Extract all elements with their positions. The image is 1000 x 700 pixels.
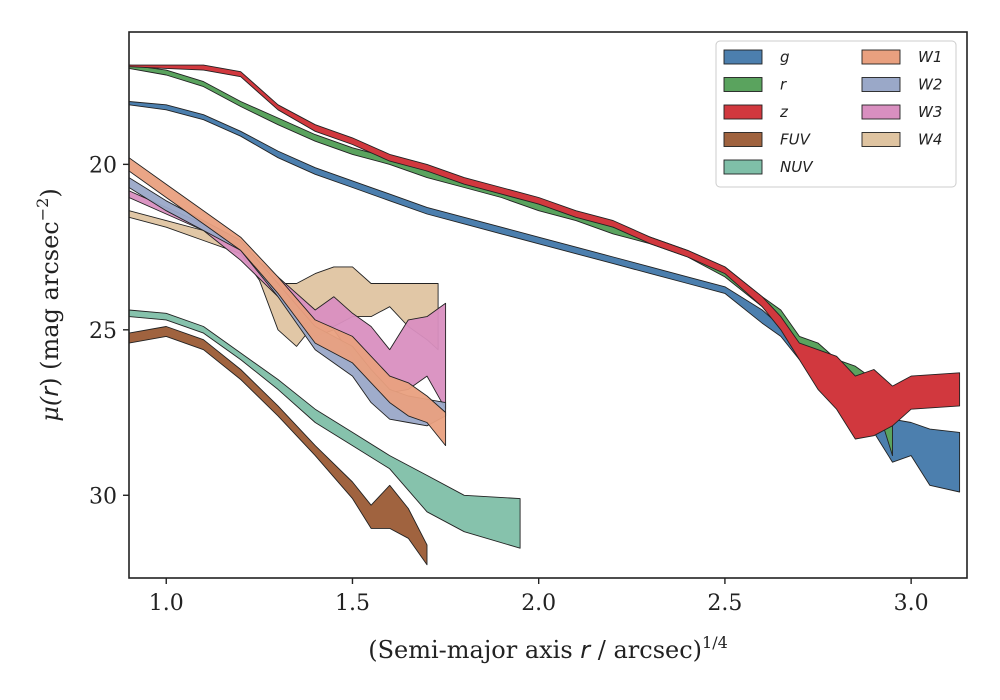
x-axis-title: (Semi-major axis r / arcsec)1/4 — [368, 633, 728, 664]
legend-item-w4: W4 — [861, 131, 942, 149]
legend-swatch — [723, 49, 763, 65]
legend-label: W4 — [918, 131, 942, 149]
band-fuv — [129, 326, 428, 566]
legend-item-w2: W2 — [861, 76, 942, 94]
legend-swatch — [723, 77, 763, 92]
legend-label: r — [780, 76, 787, 94]
legend-swatch — [861, 104, 901, 120]
legend-item-w1: W1 — [861, 48, 942, 66]
legend-label: z — [779, 103, 789, 121]
band-nuv — [129, 309, 521, 549]
legend-label: W3 — [918, 103, 942, 121]
legend-swatch — [861, 132, 901, 147]
x-tick-label: 1.0 — [149, 591, 184, 616]
legend-item-g: g — [723, 48, 790, 66]
legend-swatch — [723, 132, 763, 147]
legend-item-w3: W3 — [861, 103, 942, 121]
legend-label: W2 — [918, 76, 942, 94]
band-z — [129, 64, 961, 440]
band-g — [129, 101, 961, 493]
y-tick-label: 30 — [89, 484, 117, 509]
legend-swatch — [723, 104, 763, 120]
legend-swatch — [723, 159, 763, 175]
legend: grz FUV NUV W1 W2 W3 W4 — [715, 40, 957, 188]
legend-label: g — [780, 48, 790, 66]
x-tick-label: 2.5 — [707, 591, 742, 616]
plot-frame — [128, 31, 968, 579]
band-w1 — [129, 157, 447, 447]
legend-item-nuv: NUV — [723, 158, 814, 176]
legend-swatch — [861, 77, 901, 92]
legend-swatch — [861, 49, 901, 65]
legend-label: NUV — [780, 158, 814, 176]
x-tick-label: 3.0 — [894, 591, 929, 616]
x-tick-label: 2.0 — [521, 591, 556, 616]
legend-item-r: r — [723, 76, 787, 94]
band-w4 — [129, 210, 439, 351]
legend-label: FUV — [780, 131, 812, 149]
series-layer — [129, 64, 961, 566]
legend-label: W1 — [918, 48, 942, 66]
y-axis-title: μ(r) (mag arcsec−2) — [33, 188, 64, 421]
x-tick-label: 1.5 — [335, 591, 370, 616]
y-tick-label: 20 — [89, 153, 117, 178]
legend-item-fuv: FUV — [723, 131, 812, 149]
legend-item-z: z — [723, 103, 789, 121]
y-tick-label: 25 — [89, 319, 117, 344]
axes-layer: 1.0 1.5 2.0 2.5 3.0 20 25 30 — [89, 31, 968, 616]
